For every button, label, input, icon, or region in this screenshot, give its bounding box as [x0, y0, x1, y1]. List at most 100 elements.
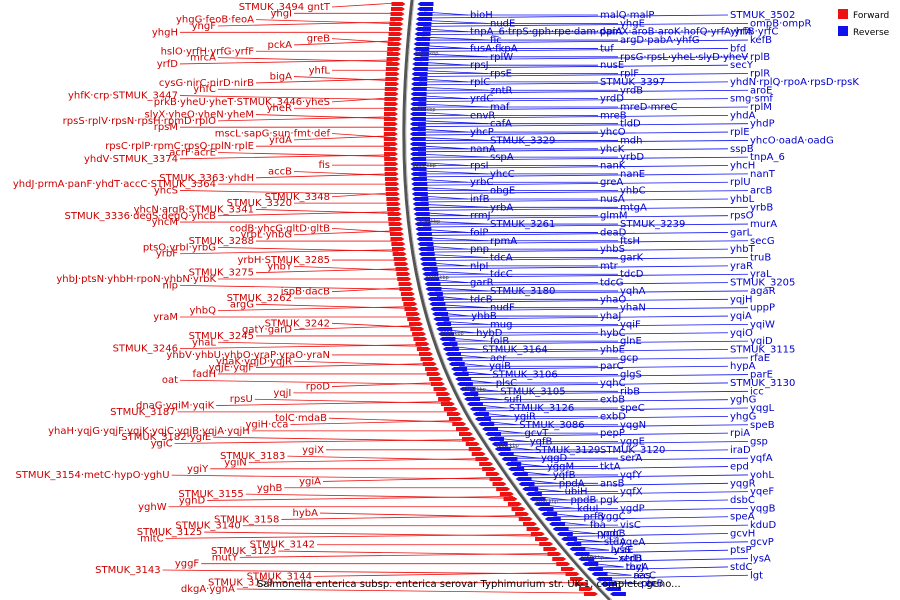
reverse-gene-arrow: [413, 47, 430, 51]
forward-gene-label: STMUK_3155: [178, 489, 243, 500]
forward-gene-arrow: [383, 117, 398, 121]
forward-connector: [281, 515, 528, 520]
reverse-connector: [419, 64, 729, 69]
reverse-gene-label: nusE: [600, 60, 624, 71]
forward-gene-arrow: [396, 272, 411, 276]
forward-gene-arrow: [384, 172, 399, 176]
reverse-gene-label: smg·smf: [730, 94, 773, 105]
forward-gene-arrow: [499, 492, 514, 496]
reverse-connector: [546, 507, 749, 512]
reverse-gene-label: nusA: [600, 194, 625, 205]
forward-gene-arrow: [415, 342, 430, 346]
reverse-connector: [553, 513, 582, 518]
reverse-connector: [494, 429, 523, 434]
reverse-gene-label: rpsG·rpsL·yheL·slyD·yheV: [620, 52, 748, 63]
reverse-connector: [603, 571, 632, 576]
forward-gene-label: tolC·mdaB: [275, 413, 327, 424]
reverse-gene-label: aroE: [750, 85, 772, 96]
forward-gene-label: rpsS·rplV·rpsN·rpsH·rpmD·rplO: [63, 116, 216, 127]
forward-gene-label: yraM: [153, 312, 178, 323]
reverse-gene-arrow: [410, 172, 427, 176]
forward-gene-label: yhaH·yqjG·yqjF·yqjK·yqjC·yqjB·yqjA·yqjH: [48, 426, 250, 437]
reverse-connector: [422, 31, 729, 36]
reverse-gene-arrow: [578, 557, 595, 561]
reverse-connector: [419, 70, 489, 74]
reverse-connector: [431, 273, 749, 278]
reverse-connector: [418, 98, 729, 103]
reverse-connector: [483, 415, 729, 420]
reverse-gene-label: rplR: [750, 69, 770, 80]
forward-gene-arrow: [430, 382, 445, 386]
reverse-connector: [522, 474, 749, 479]
forward-connector: [236, 588, 589, 594]
reverse-gene-label: hybD: [476, 328, 503, 339]
reverse-gene-arrow: [508, 467, 525, 471]
reverse-gene-arrow: [491, 442, 508, 446]
reverse-gene-label: ftsH: [620, 236, 640, 247]
reverse-gene-label: glnE: [620, 336, 642, 347]
forward-gene-arrow: [492, 482, 507, 486]
reverse-gene-arrow: [409, 117, 426, 121]
forward-gene-label: STMUK_3187: [110, 407, 175, 418]
reverse-gene-arrow: [409, 142, 426, 146]
reverse-gene-arrow: [409, 122, 426, 126]
forward-gene-arrow: [390, 237, 405, 241]
forward-gene-arrow: [556, 562, 571, 566]
reverse-gene-arrow: [497, 452, 514, 456]
reverse-connector: [428, 257, 749, 261]
forward-gene-label: STMUK_3288: [189, 236, 254, 247]
kbp-tick-label: 3300 kbp: [462, 387, 486, 393]
forward-gene-label: yhdJ·prmA·panF·yhdT·accC·STMUK_3364: [13, 179, 216, 190]
reverse-gene-label: yhbB: [471, 311, 497, 322]
reverse-gene-arrow: [413, 42, 430, 46]
reverse-connector: [441, 315, 729, 320]
forward-connector: [217, 116, 390, 122]
reverse-connector: [510, 454, 539, 459]
reverse-gene-arrow: [541, 512, 558, 516]
forward-gene-arrow: [578, 587, 593, 591]
reverse-gene-label: envR: [470, 110, 495, 121]
reverse-connector: [499, 441, 749, 445]
reverse-connector: [418, 86, 489, 91]
forward-gene-arrow: [384, 102, 399, 106]
forward-connector: [248, 458, 486, 463]
reverse-connector: [446, 332, 729, 337]
genome-backbone: [402, 0, 612, 600]
reverse-gene-label: yqiO: [730, 328, 753, 339]
forward-gene-arrow: [425, 367, 440, 371]
forward-gene-arrow: [429, 377, 444, 381]
forward-gene-label: yrbF: [156, 249, 178, 260]
reverse-gene-arrow: [474, 417, 491, 421]
forward-gene-label: yhbV·yhbU·yhbO·yraP·yraO·yraN: [166, 350, 330, 361]
forward-connector: [278, 550, 554, 556]
reverse-gene-arrow: [410, 107, 427, 111]
forward-gene-arrow: [400, 292, 415, 296]
reverse-gene-label: malQ·malP: [600, 10, 654, 21]
forward-connector: [174, 439, 474, 444]
reverse-gene-arrow: [422, 272, 439, 276]
forward-gene-arrow: [384, 107, 399, 111]
forward-gene-arrow: [388, 27, 403, 31]
reverse-gene-arrow: [410, 152, 427, 156]
forward-gene-arrow: [384, 177, 399, 181]
forward-connector: [204, 531, 538, 537]
forward-gene-arrow: [383, 122, 398, 126]
reverse-connector: [595, 566, 729, 571]
forward-gene-label: ygiN: [224, 457, 247, 468]
forward-connector: [217, 246, 399, 252]
reverse-gene-arrow: [469, 407, 486, 411]
forward-connector: [179, 284, 406, 290]
reverse-gene-label: rplF: [620, 69, 639, 80]
forward-gene-arrow: [384, 92, 399, 96]
reverse-gene-label: rpsJ: [470, 60, 489, 71]
reverse-connector: [418, 170, 489, 175]
reverse-gene-arrow: [561, 537, 578, 541]
reverse-gene-arrow: [432, 312, 449, 316]
forward-gene-arrow: [565, 572, 580, 576]
reverse-gene-arrow: [414, 217, 431, 221]
forward-gene-arrow: [389, 227, 404, 231]
reverse-gene-label: secY: [730, 60, 754, 71]
reverse-connector: [443, 324, 749, 328]
forward-gene-label: STMUK_3159: [208, 578, 273, 589]
reverse-gene-label: speA: [730, 512, 755, 523]
